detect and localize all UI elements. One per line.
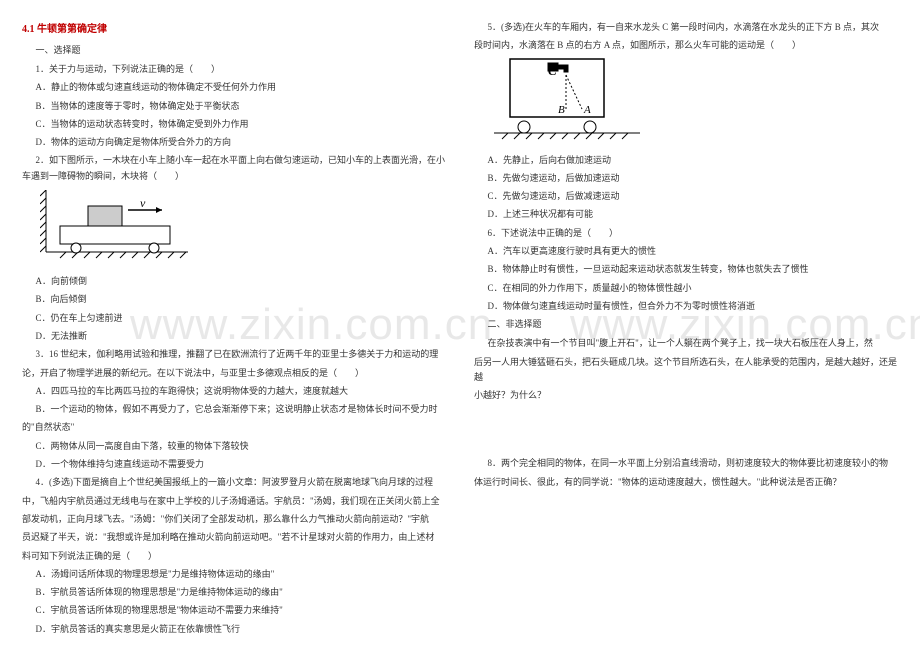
svg-text:B: B <box>558 104 565 116</box>
q3-option-c: C．两物体从同一高度自由下落，较重的物体下落较快 <box>22 439 446 454</box>
q2-option-b: B．向后倾倒 <box>22 292 446 307</box>
q8-stem-1: 8．两个完全相同的物体，在同一水平面上分别沿直线滑动，则初速度较大的物体要比初速… <box>474 456 898 471</box>
q1-option-c: C．当物体的运动状态转变时，物体确定受到外力作用 <box>22 117 446 132</box>
q5-option-c: C．先做匀速运动，后做减速运动 <box>474 189 898 204</box>
q6-option-c: C．在相同的外力作用下，质量越小的物体惯性越小 <box>474 281 898 296</box>
q3-stem-2: 论，开启了物理学进展的新纪元。在以下说法中，与亚里士多德观点相反的是（ ） <box>22 366 446 381</box>
q3-option-d: D．一个物体维持匀速直线运动不需要受力 <box>22 457 446 472</box>
q6-option-a: A．汽车以更高速度行驶时具有更大的惯性 <box>474 244 898 259</box>
q6-stem: 6．下述说法中正确的是（ ） <box>474 226 898 241</box>
q3-option-b1: B．一个运动的物体，假如不再受力了，它总会渐渐停下来；这说明静止状态才是物体长时… <box>22 402 446 417</box>
q3-option-a: A．四匹马拉的车比两匹马拉的车跑得快；这说明物体受的力越大，速度就越大 <box>22 384 446 399</box>
q7-stem-2: 后另一人用大锤猛砸石头，把石头砸成几块。这个节目所选石头，在人能承受的范围内，是… <box>474 355 898 386</box>
q4-stem-5: 料可知下列说法正确的是（ ） <box>22 549 446 564</box>
right-column: 5．(多选)在火车的车厢内，有一自来水龙头 C 第一段时间内，水滴落在水龙头的正… <box>460 20 912 641</box>
q2-option-d: D．无法推断 <box>22 329 446 344</box>
q5-stem-2: 段时间内，水滴落在 B 点的右方 A 点，如图所示，那么火车可能的运动是（ ） <box>474 38 898 53</box>
q4-stem-4: 员迟疑了半天，说："我想或许是加利略在推动火箭向前运动吧。"若不计星球对火箭的作… <box>22 530 446 545</box>
q5-stem-1: 5．(多选)在火车的车厢内，有一自来水龙头 C 第一段时间内，水滴落在水龙头的正… <box>474 20 898 35</box>
q7-stem-3: 小越好？为什么？ <box>474 388 898 403</box>
q8-stem-2: 体运行时间长、很此，有的同学说："物体的运动速度越大，惯性越大。"此种说法是否正… <box>474 475 898 490</box>
left-column: 4.1 牛顿第第确定律 一、选择题 1．关于力与运动，下列说法正确的是（ ） A… <box>8 20 460 641</box>
q1-option-a: A．静止的物体或匀速直线运动的物体确定不受任何外力作用 <box>22 80 446 95</box>
q4-stem-2: 中，飞船内宇航员通过无线电与在家中上学校的儿子汤姆通话。宇航员："汤姆，我们现在… <box>22 494 446 509</box>
q4-stem-3: 部发动机，正向月球飞去。"汤姆："你们关闭了全部发动机，那么靠什么力气推动火箭向… <box>22 512 446 527</box>
q1-option-b: B．当物体的速度等于零时，物体确定处于平衡状态 <box>22 99 446 114</box>
q6-option-b: B．物体静止时有惯性，一旦运动起来运动状态就发生转变，物体也就失去了惯性 <box>474 262 898 277</box>
velocity-label: v <box>140 196 146 210</box>
q1-option-d: D．物体的运动方向确定是物体所受合外力的方向 <box>22 135 446 150</box>
section-heading-2: 二、非选择题 <box>474 317 898 330</box>
answer-space <box>474 406 898 456</box>
q4-option-d: D．宇航员答话的真实意思是火箭正在依靠惯性飞行 <box>22 622 446 637</box>
q3-stem-1: 3．16 世纪末，伽利略用试验和推理，推翻了已在欧洲流行了近两千年的亚里士多德关… <box>22 347 446 362</box>
figure-cart-block: v <box>40 190 446 268</box>
q5-option-b: B．先做匀速运动，后做加速运动 <box>474 171 898 186</box>
q4-option-b: B．宇航员答话所体现的物理思想是"力是维持物体运动的缘由" <box>22 585 446 600</box>
q2-option-a: A．向前倾倒 <box>22 274 446 289</box>
q4-option-a: A．汤姆问话所体现的物理思想是"力是维持物体运动的缘由" <box>22 567 446 582</box>
figure-train-tap: C B A <box>492 57 898 149</box>
q7-stem-1: 在杂技表演中有一个节目叫"腹上开石"，让一个人躺在两个凳子上，找一块大石板压在人… <box>474 336 898 351</box>
svg-text:C: C <box>548 63 557 78</box>
q1-stem: 1．关于力与运动，下列说法正确的是（ ） <box>22 62 446 77</box>
q2-stem: 2．如下图所示，一木块在小车上随小车一起在水平面上向右做匀速运动，已知小车的上表… <box>22 153 446 184</box>
document-title: 4.1 牛顿第第确定律 <box>22 20 446 35</box>
q5-option-a: A．先静止，后向右做加速运动 <box>474 153 898 168</box>
q5-option-d: D．上述三种状况都有可能 <box>474 207 898 222</box>
svg-text:A: A <box>583 104 591 116</box>
section-heading-1: 一、选择题 <box>22 43 446 56</box>
q3-option-b2: 的"自然状态" <box>22 420 446 435</box>
q6-option-d: D．物体做匀速直线运动时量有惯性，但合外力不为零时惯性将消逝 <box>474 299 898 314</box>
q2-option-c: C．仍在车上匀速前进 <box>22 311 446 326</box>
q4-stem-1: 4．(多选)下面是摘自上个世纪美国报纸上的一篇小文章：阿波罗登月火箭在脱离地球飞… <box>22 475 446 490</box>
q4-option-c: C．宇航员答话所体现的物理思想是"物体运动不需要力来维持" <box>22 603 446 618</box>
